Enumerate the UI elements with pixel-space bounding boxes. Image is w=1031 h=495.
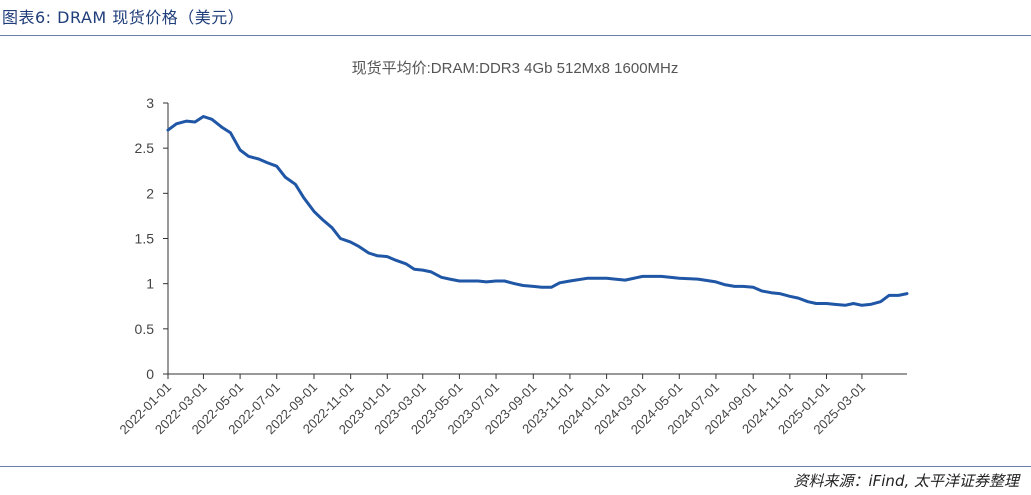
y-tick-label: 2.5 [135,140,155,156]
series-line [166,115,909,307]
y-tick-label: 1.5 [135,231,155,247]
figure-title: 图表6: DRAM 现货价格（美元） [2,8,245,27]
y-tick-label: 0.5 [135,321,155,337]
y-tick-label: 2 [146,185,154,201]
chart-title: 现货平均价:DRAM:DDR3 4Gb 512Mx8 1600MHz [352,60,679,77]
bottom-rule [0,466,1031,467]
y-tick-label: 3 [146,95,154,111]
top-rule [0,35,1031,36]
y-axis-ticks: 0 0.5 1 1.5 2 2.5 3 [135,95,168,382]
y-tick-label: 0 [146,366,154,382]
source-note: 资料来源：iFind, 太平洋证券整理 [793,472,1019,490]
x-axis-ticks: 2022-01-012022-03-012022-05-012022-07-01… [116,374,868,437]
y-tick-label: 1 [146,276,154,292]
